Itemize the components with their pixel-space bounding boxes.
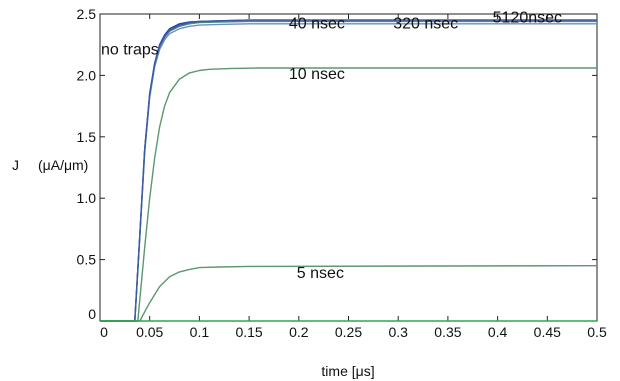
y-tick-label: 1.5	[77, 129, 97, 145]
x-tick-label: 0.1	[190, 324, 210, 340]
x-tick-label: 0.3	[388, 324, 408, 340]
x-tick-label: 0.35	[434, 324, 461, 340]
x-tick-label: 0.4	[488, 324, 508, 340]
series-line-no-traps	[100, 19, 597, 322]
x-tick-label: 0.5	[587, 324, 607, 340]
series-layer	[100, 19, 598, 322]
y-tick-label: 0.5	[77, 252, 97, 268]
y-axis: 0 0.5 1.0 1.5 2.0 2.5	[77, 6, 597, 322]
y-axis-label-symbol: J	[12, 157, 19, 173]
annotation-layer: no traps 40 nsec 320 nsec 5120nsec 10 nsec 5 …	[101, 10, 562, 282]
series-annotation: 320 nsec	[393, 16, 458, 33]
series-line-320-nsec	[100, 20, 597, 322]
series-line-5120nsec	[100, 19, 597, 322]
series-annotation: 10 nsec	[289, 66, 345, 83]
series-annotation: 5 nsec	[297, 265, 344, 282]
series-line-5-nsec	[100, 265, 598, 322]
x-axis-label: time [μs]	[321, 363, 374, 379]
x-tick-label: 0.2	[289, 324, 309, 340]
y-tick-label: 1.0	[77, 190, 97, 206]
x-tick-label: 0.15	[235, 324, 262, 340]
y-tick-label: 2.0	[77, 67, 97, 83]
series-annotation: 5120nsec	[493, 10, 562, 27]
series-annotation: 40 nsec	[289, 16, 345, 33]
y-tick-label: 0	[88, 306, 96, 322]
x-tick-label: 0.05	[136, 324, 163, 340]
x-tick-label: 0.25	[335, 324, 362, 340]
y-tick-label: 2.5	[77, 6, 97, 22]
x-tick-label: 0.45	[534, 324, 561, 340]
x-tick-label: 0	[100, 324, 108, 340]
series-annotation: no traps	[101, 42, 159, 59]
y-axis-label-unit: (μA/μm)	[38, 157, 88, 173]
series-line-10-nsec	[100, 67, 597, 322]
x-axis: 0 0.05 0.1 0.15 0.2 0.25 0.3 0.35 0.4 0.45 0.5	[99, 14, 607, 340]
